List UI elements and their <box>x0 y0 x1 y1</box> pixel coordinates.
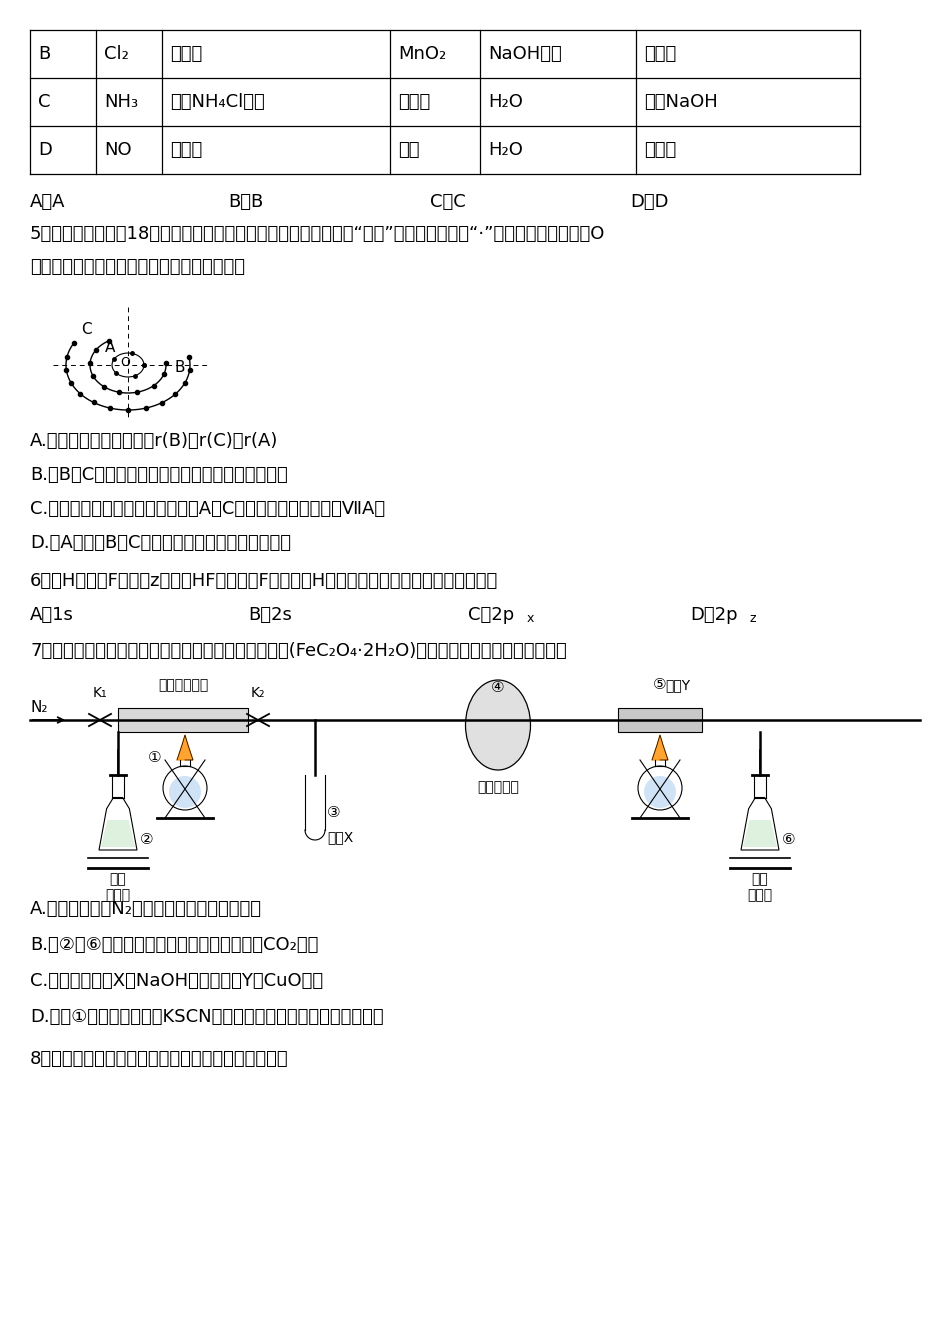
Text: 试剂X: 试剂X <box>327 831 353 844</box>
Polygon shape <box>743 820 777 847</box>
Text: H₂O: H₂O <box>488 141 522 159</box>
Polygon shape <box>652 735 668 759</box>
Text: 7、某研究性学习小组利用下图装置探究草酸亚铁晶体(FeC₂O₄·2H₂O)的分解产物，下列说法错误的是: 7、某研究性学习小组利用下图装置探究草酸亚铁晶体(FeC₂O₄·2H₂O)的分解… <box>30 642 567 660</box>
Text: 点代表氢元素。下列说法中错误的是（　　）: 点代表氢元素。下列说法中错误的是（ ） <box>30 258 245 276</box>
Circle shape <box>638 766 682 810</box>
Text: 6、当H原子和F原子沿z轴结合HF分子时，F原子中和H原子对称性不一致的轨道是（　　）: 6、当H原子和F原子沿z轴结合HF分子时，F原子中和H原子对称性不一致的轨道是（… <box>30 573 498 590</box>
Text: A: A <box>104 340 115 355</box>
Text: MnO₂: MnO₂ <box>398 44 446 63</box>
Text: A．A: A．A <box>30 194 66 211</box>
Text: 澄清
石灰水: 澄清 石灰水 <box>748 872 772 902</box>
Text: 澄清
石灰水: 澄清 石灰水 <box>105 872 130 902</box>
Ellipse shape <box>466 680 530 770</box>
Text: B: B <box>38 44 50 63</box>
Polygon shape <box>99 797 137 849</box>
Text: ①: ① <box>148 750 162 765</box>
Text: Cl₂: Cl₂ <box>104 44 129 63</box>
Text: 稀硫酸: 稀硫酸 <box>170 141 202 159</box>
Text: B: B <box>175 359 185 375</box>
Text: H₂O: H₂O <box>488 93 522 112</box>
Circle shape <box>169 775 201 808</box>
Circle shape <box>644 775 676 808</box>
Text: D.　将①中所得固体溦于KSCN溶液，可以检验其中铁元素的化合价: D. 将①中所得固体溦于KSCN溶液，可以检验其中铁元素的化合价 <box>30 1008 384 1025</box>
Text: B．2s: B．2s <box>248 606 292 624</box>
Bar <box>118 708 248 732</box>
Text: ②: ② <box>140 832 154 848</box>
Text: D．D: D．D <box>630 194 669 211</box>
Text: 固体NaOH: 固体NaOH <box>644 93 718 112</box>
Text: ③: ③ <box>327 805 341 820</box>
Text: 浓盐酸: 浓盐酸 <box>170 44 202 63</box>
Text: 浓硫酸: 浓硫酸 <box>644 44 676 63</box>
Polygon shape <box>101 820 135 847</box>
Bar <box>618 708 702 732</box>
Text: K₁: K₁ <box>93 685 107 700</box>
Polygon shape <box>741 797 779 849</box>
Text: 固体Y: 固体Y <box>665 677 690 692</box>
Polygon shape <box>177 735 193 759</box>
Text: ④: ④ <box>491 680 504 695</box>
Text: D．2p: D．2p <box>690 606 737 624</box>
Text: B.　B、C最高价氧化物对应的水化物可以相互反应: B. B、C最高价氧化物对应的水化物可以相互反应 <box>30 466 288 484</box>
Text: C: C <box>81 323 91 337</box>
Text: K₂: K₂ <box>251 685 265 700</box>
Text: 无水氯化钙: 无水氯化钙 <box>477 780 519 794</box>
Text: 消石灯: 消石灯 <box>398 93 430 112</box>
Text: ⑥: ⑥ <box>782 832 796 848</box>
Text: 饱和NH₄Cl溶液: 饱和NH₄Cl溶液 <box>170 93 265 112</box>
Text: A．1s: A．1s <box>30 606 74 624</box>
Text: C.　虚线相连的元素处于同一族，A、C元素都位于元素周期表ⅦA族: C. 虚线相连的元素处于同一族，A、C元素都位于元素周期表ⅦA族 <box>30 500 385 517</box>
Text: NH₃: NH₃ <box>104 93 138 112</box>
Text: A.　实验前通入N₂的作用是排出装置内的空气: A. 实验前通入N₂的作用是排出装置内的空气 <box>30 900 262 918</box>
Text: O: O <box>120 356 130 370</box>
Text: 草酸亚铁晶体: 草酸亚铁晶体 <box>158 677 208 692</box>
Text: 浓硫酸: 浓硫酸 <box>644 141 676 159</box>
Text: x: x <box>527 612 534 625</box>
Text: B.　②、⑥中澄清石灰水的作用均是为了检验CO₂气体: B. ②、⑥中澄清石灰水的作用均是为了检验CO₂气体 <box>30 935 318 954</box>
Text: A.　原子半径大小顺序：r(B)＞r(C)＞r(A): A. 原子半径大小顺序：r(B)＞r(C)＞r(A) <box>30 431 278 450</box>
Text: 铜屑: 铜屑 <box>398 141 420 159</box>
Text: C．C: C．C <box>430 194 466 211</box>
Text: C．2p: C．2p <box>468 606 514 624</box>
Text: 5、某同学在研究前18号元素时发现，可以将它们排成如图所示的“蜗牛”形状，图中每个“·”代表一种元素，其中O: 5、某同学在研究前18号元素时发现，可以将它们排成如图所示的“蜗牛”形状，图中每… <box>30 224 605 243</box>
Text: D.　A分别与B、C形成的化合物中化学键类型相同: D. A分别与B、C形成的化合物中化学键类型相同 <box>30 534 291 552</box>
Text: 8、水的电离平衡曲线如下图所示。下列说法正确的是: 8、水的电离平衡曲线如下图所示。下列说法正确的是 <box>30 1050 289 1068</box>
Circle shape <box>163 766 207 810</box>
Text: D: D <box>38 141 52 159</box>
Text: B．B: B．B <box>228 194 263 211</box>
Text: z: z <box>749 612 755 625</box>
Text: C.　装置中试剂X为NaOH溶液，固体Y为CuO固体: C. 装置中试剂X为NaOH溶液，固体Y为CuO固体 <box>30 972 323 991</box>
Text: C: C <box>38 93 50 112</box>
Text: N₂: N₂ <box>30 700 48 715</box>
Text: NaOH溶液: NaOH溶液 <box>488 44 561 63</box>
Text: NO: NO <box>104 141 132 159</box>
Text: ⑤: ⑤ <box>654 677 667 692</box>
